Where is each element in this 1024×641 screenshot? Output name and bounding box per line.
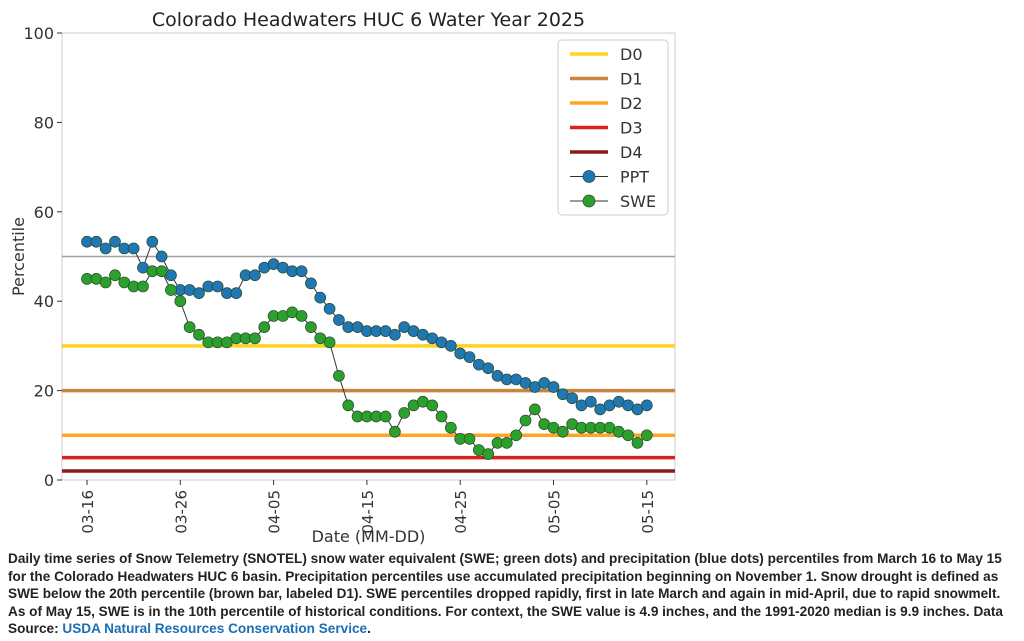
legend-label-d4: D4 xyxy=(620,143,643,162)
ppt-point xyxy=(547,381,560,393)
ppt-point xyxy=(230,287,243,300)
ppt-point xyxy=(445,340,457,352)
ppt-point xyxy=(90,235,103,248)
swe-point xyxy=(305,321,317,333)
swe-point xyxy=(510,429,523,442)
y-axis-label: Percentile xyxy=(9,217,28,296)
x-tick-label: 04-15 xyxy=(359,490,377,534)
ppt-point xyxy=(109,235,121,248)
legend-label-d3: D3 xyxy=(620,119,643,138)
swe-point xyxy=(295,310,308,322)
y-tick-label: 80 xyxy=(34,113,54,132)
swe-point xyxy=(640,429,653,442)
x-tick-label: 03-16 xyxy=(79,490,97,534)
swe-point xyxy=(193,328,205,341)
ppt-point xyxy=(333,314,345,326)
ppt-point xyxy=(389,328,401,341)
ppt-point xyxy=(211,280,224,293)
legend-label-swe: SWE xyxy=(620,192,656,211)
swe-point xyxy=(183,321,196,333)
ppt-point xyxy=(566,392,579,405)
swe-point xyxy=(501,437,513,449)
swe-point xyxy=(249,332,261,345)
caption-text: Daily time series of Snow Telemetry (SNO… xyxy=(8,551,1003,636)
swe-point xyxy=(137,280,149,293)
swe-point xyxy=(445,421,457,434)
legend-marker-swe xyxy=(582,194,596,208)
y-tick-label: 40 xyxy=(34,292,54,311)
swe-point xyxy=(389,425,401,438)
caption-end: . xyxy=(367,621,371,636)
swe-point xyxy=(333,369,345,382)
swe-point xyxy=(258,321,271,333)
ppt-point xyxy=(482,362,495,375)
x-tick-label: 03-26 xyxy=(172,490,190,534)
ppt-point xyxy=(99,242,112,255)
swe-point xyxy=(528,403,541,416)
swe-point xyxy=(109,269,121,282)
ppt-point xyxy=(323,302,336,315)
ppt-point xyxy=(463,351,476,363)
ppt-point xyxy=(146,235,159,248)
percentile-chart: Colorado Headwaters HUC 6 Water Year 202… xyxy=(9,9,676,545)
swe-point xyxy=(631,437,644,449)
ppt-point xyxy=(314,291,327,304)
x-tick-label: 05-15 xyxy=(639,490,657,534)
swe-point xyxy=(379,410,392,423)
ppt-point xyxy=(640,399,653,412)
ppt-point xyxy=(584,395,597,408)
swe-point xyxy=(622,429,634,442)
ppt-point xyxy=(127,242,140,255)
swe-point xyxy=(155,265,168,278)
legend-label-d0: D0 xyxy=(620,45,643,64)
swe-point xyxy=(435,410,448,423)
swe-point xyxy=(556,425,569,438)
swe-point xyxy=(398,407,411,419)
x-tick-label: 04-25 xyxy=(452,490,470,534)
ppt-point xyxy=(249,269,261,282)
swe-point xyxy=(99,276,112,289)
swe-point xyxy=(342,399,355,412)
x-tick-label: 05-05 xyxy=(546,490,564,534)
legend-marker-ppt xyxy=(582,170,596,183)
swe-point xyxy=(174,295,187,308)
figure-caption: Daily time series of Snow Telemetry (SNO… xyxy=(8,550,1018,638)
swe-point xyxy=(165,284,177,296)
legend-label-d2: D2 xyxy=(620,94,643,113)
x-axis-label: Date (MM-DD) xyxy=(312,527,426,545)
y-tick-label: 0 xyxy=(44,471,54,490)
y-tick-label: 60 xyxy=(34,203,54,222)
chart-title: Colorado Headwaters HUC 6 Water Year 202… xyxy=(152,9,585,31)
ppt-point xyxy=(305,277,317,290)
swe-point xyxy=(323,336,336,349)
data-source-link[interactable]: USDA Natural Resources Conservation Serv… xyxy=(62,621,368,636)
ppt-point xyxy=(193,287,205,300)
y-tick-label: 100 xyxy=(23,24,54,43)
ppt-point xyxy=(155,250,168,263)
swe-point xyxy=(463,433,476,445)
x-tick-label: 04-05 xyxy=(266,490,284,534)
legend-label-d1: D1 xyxy=(620,70,643,89)
y-tick-label: 20 xyxy=(34,382,54,401)
swe-point xyxy=(482,448,495,460)
legend-label-ppt: PPT xyxy=(620,168,649,187)
swe-point xyxy=(519,414,532,427)
ppt-point xyxy=(295,265,308,278)
swe-point xyxy=(426,399,439,412)
